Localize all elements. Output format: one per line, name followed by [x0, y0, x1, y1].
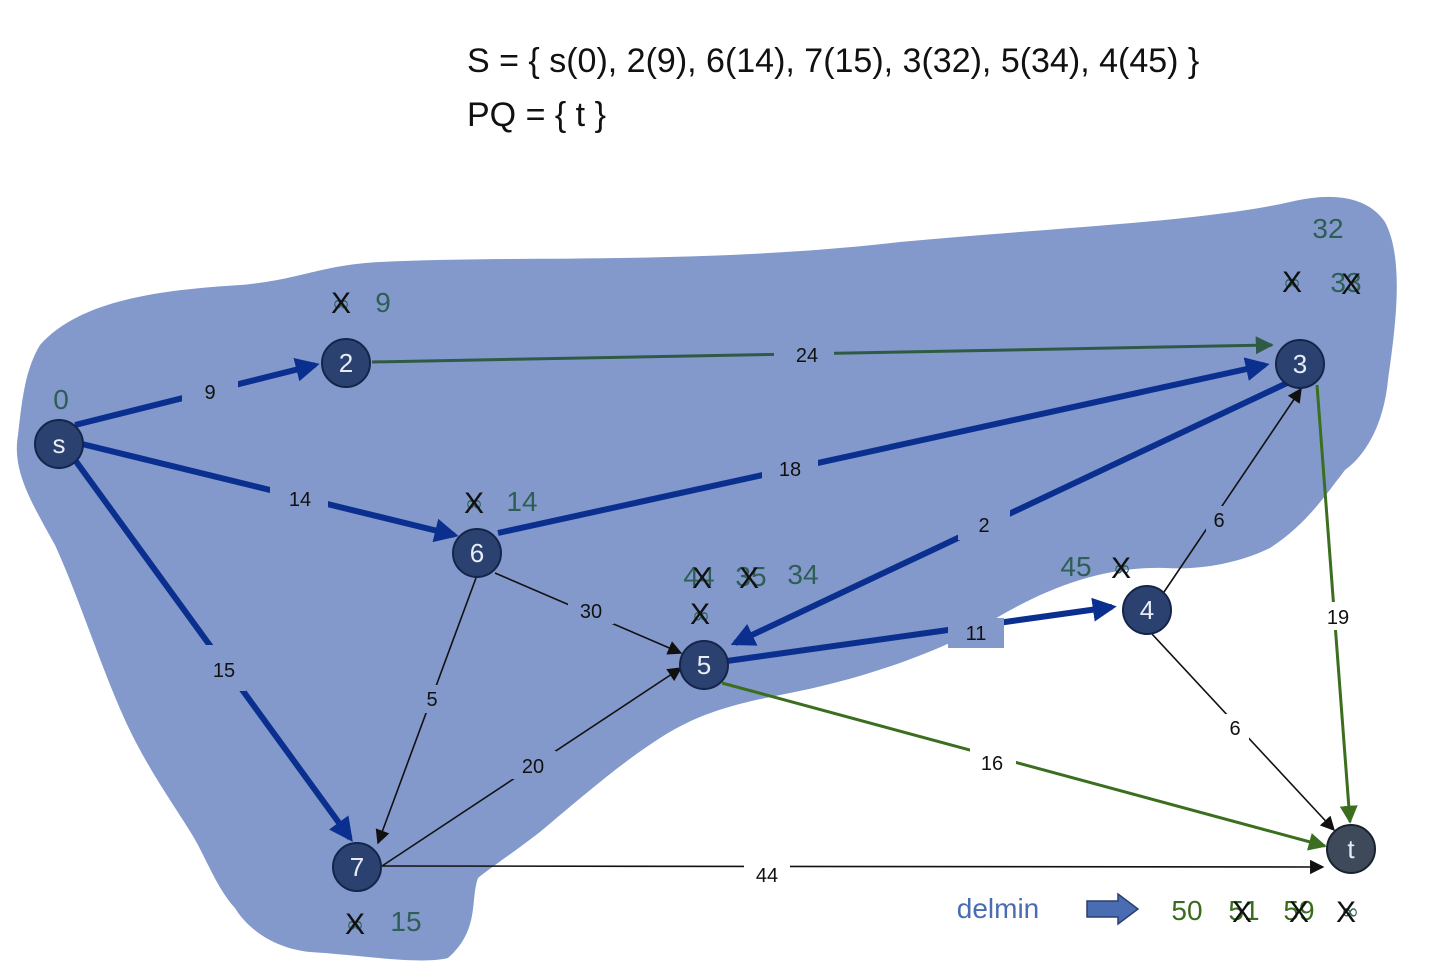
- edge-label-s-2: 9: [204, 382, 215, 404]
- edge-label-s-6: 14: [289, 489, 311, 511]
- dist-5-old2: 35: [735, 561, 766, 592]
- node-3[interactable]: 3: [1275, 339, 1325, 389]
- node-4[interactable]: 4: [1122, 585, 1172, 635]
- dist-5: 34: [787, 559, 818, 590]
- dist-annotation-4: 45 ∞ X: [1060, 551, 1131, 585]
- node-5[interactable]: 5: [679, 640, 729, 690]
- settled-region: [16, 196, 1397, 961]
- node-5-label: 5: [697, 650, 711, 680]
- infinity-7: ∞: [346, 913, 364, 938]
- edge-3-5: 2: [730, 380, 1289, 646]
- edge-7-t: 44: [381, 859, 1325, 888]
- strike-5-old1: X: [692, 562, 712, 595]
- edge-4-3: 6: [1163, 387, 1302, 593]
- edge-label-3-5: 2: [978, 515, 989, 537]
- node-3-label: 3: [1293, 349, 1307, 379]
- edge-2-3: 24: [371, 336, 1274, 370]
- edge-3-t: 19: [1315, 384, 1358, 824]
- strike-3-inf: X: [1282, 266, 1302, 299]
- dist-5-old1: 44: [683, 561, 714, 592]
- edge-label-s-7: 15: [213, 660, 235, 682]
- dist-t: 50: [1171, 895, 1202, 926]
- edge-4-t: 6: [1151, 633, 1335, 832]
- edge-5-t: 16: [721, 681, 1327, 851]
- edge-label-2-3: 24: [796, 345, 818, 367]
- strike-4: X: [1111, 552, 1131, 585]
- edge-6-3: 18: [497, 357, 1270, 536]
- dist-3-old: 33: [1330, 267, 1361, 298]
- edge-label-5-t: 16: [981, 753, 1003, 775]
- edge-label-7-t: 44: [756, 865, 778, 887]
- edge-6-7: 5: [375, 577, 477, 845]
- node-6-label: 6: [470, 538, 484, 568]
- dist-2: 9: [375, 287, 391, 318]
- edge-s-6: 14: [81, 441, 459, 543]
- dist-annotation-t: 50 51 X 59 X ∞ X: [1171, 895, 1359, 929]
- node-7-label: 7: [350, 852, 364, 882]
- settled-set-line: S = { s(0), 2(9), 6(14), 7(15), 3(32), 5…: [467, 42, 1200, 80]
- dist-t-old1: 51: [1228, 895, 1259, 926]
- edge-label-3-t: 19: [1327, 607, 1349, 629]
- delmin-label: delmin: [957, 893, 1039, 924]
- node-s-label: s: [53, 429, 66, 459]
- infinity-t: ∞: [1341, 900, 1359, 925]
- node-2[interactable]: 2: [321, 338, 371, 388]
- dist-s: 0: [53, 384, 69, 415]
- strike-5-old2: X: [739, 562, 759, 595]
- edge-label-5-4: 11: [966, 623, 987, 645]
- strike-t-old1: X: [1232, 896, 1252, 929]
- dist-annotation-7: ∞ X 15: [345, 906, 422, 941]
- strike-2: X: [331, 287, 351, 320]
- edge-6-5: 30: [494, 572, 683, 655]
- dist-annotation-5: 44 X 35 X 34 ∞ X: [683, 559, 818, 631]
- edge-label-4-3: 6: [1213, 510, 1224, 532]
- dist-4: 45: [1060, 551, 1091, 582]
- edge-7-5: 20: [381, 667, 683, 867]
- priority-queue-line: PQ = { t }: [467, 96, 606, 134]
- infinity-4: ∞: [1113, 557, 1131, 582]
- node-7[interactable]: 7: [332, 842, 382, 892]
- strike-6: X: [464, 487, 484, 520]
- edge-5-4: 11: [726, 597, 1117, 664]
- edge-s-7: 15: [72, 458, 353, 842]
- dist-6: 14: [506, 486, 537, 517]
- node-6[interactable]: 6: [452, 528, 502, 578]
- dist-t-old2: 59: [1283, 895, 1314, 926]
- edge-label-7-5: 20: [522, 756, 544, 778]
- infinity-2: ∞: [332, 292, 350, 317]
- strike-3-old: X: [1341, 268, 1361, 301]
- node-t-label: t: [1347, 834, 1355, 864]
- strike-t-old2: X: [1289, 896, 1309, 929]
- edge-s-2: 9: [74, 358, 320, 428]
- edge-label-6-3: 18: [779, 459, 801, 481]
- dist-annotation-2: ∞ X 9: [331, 287, 391, 320]
- infinity-6: ∞: [465, 492, 483, 517]
- infinity-5: ∞: [692, 604, 710, 629]
- edge-label-6-7: 5: [426, 689, 437, 711]
- strike-7: X: [345, 908, 365, 941]
- node-2-label: 2: [339, 348, 353, 378]
- node-4-label: 4: [1140, 595, 1154, 625]
- strike-5-inf: X: [690, 598, 710, 631]
- right-arrow-icon: [1086, 892, 1140, 926]
- node-t[interactable]: t: [1326, 824, 1376, 874]
- dist-7: 15: [390, 906, 421, 937]
- dist-3: 32: [1312, 213, 1343, 244]
- delmin-indicator: delmin: [957, 892, 1140, 926]
- edge-label-4-t: 6: [1229, 718, 1240, 740]
- edge-label-6-5: 30: [580, 601, 602, 623]
- dist-annotation-3: 32 ∞ X 33 X: [1282, 213, 1362, 301]
- node-s[interactable]: s: [34, 419, 84, 469]
- dist-annotation-6: ∞ X 14: [464, 486, 538, 520]
- infinity-3: ∞: [1283, 271, 1301, 296]
- strike-t-inf: X: [1336, 896, 1356, 929]
